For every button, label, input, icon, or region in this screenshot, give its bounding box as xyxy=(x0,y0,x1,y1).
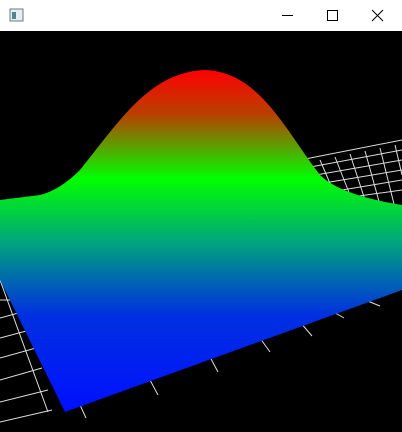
app-icon xyxy=(9,8,24,22)
close-button[interactable] xyxy=(371,9,384,22)
title-bar xyxy=(0,0,402,31)
maximize-button[interactable] xyxy=(327,10,338,21)
surface xyxy=(0,70,402,412)
